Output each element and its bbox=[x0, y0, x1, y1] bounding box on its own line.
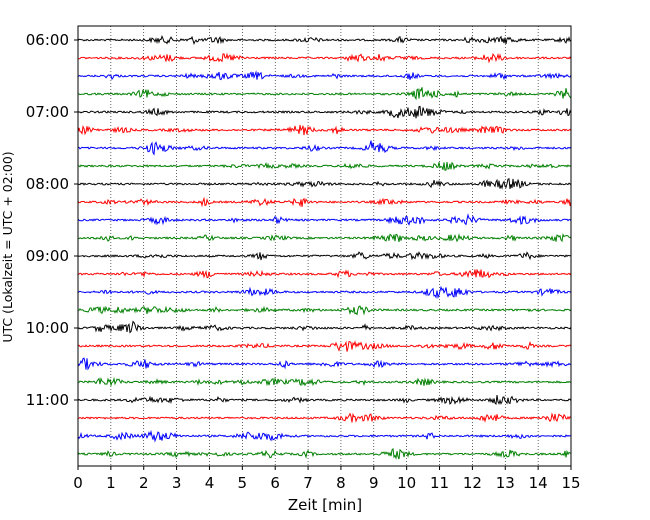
x-tick-label: 0 bbox=[73, 474, 83, 492]
seismic-trace bbox=[77, 213, 572, 226]
seismic-trace bbox=[77, 340, 572, 352]
seismic-trace bbox=[77, 251, 572, 261]
y-tick-label: 11:00 bbox=[26, 391, 69, 409]
x-tick-label: 13 bbox=[496, 474, 515, 492]
x-tick-label: 4 bbox=[205, 474, 215, 492]
seismic-trace bbox=[77, 376, 572, 387]
x-axis-ticks: 0 1 2 3 4 5 6 7 8 9 10 11 12 13 14 15 bbox=[73, 466, 581, 492]
seismic-trace bbox=[77, 320, 572, 334]
x-tick-label: 7 bbox=[303, 474, 313, 492]
x-tick-label: 12 bbox=[463, 474, 482, 492]
y-tick-label: 08:00 bbox=[26, 175, 69, 193]
seismic-trace bbox=[77, 35, 572, 45]
seismic-trace bbox=[77, 269, 572, 279]
seismic-trace bbox=[77, 447, 572, 460]
seismic-trace bbox=[77, 140, 572, 156]
x-tick-label: 5 bbox=[238, 474, 248, 492]
x-tick-label: 11 bbox=[430, 474, 449, 492]
seismic-trace bbox=[77, 285, 572, 300]
x-tick-label: 3 bbox=[172, 474, 182, 492]
x-tick-label: 10 bbox=[397, 474, 416, 492]
x-tick-label: 2 bbox=[139, 474, 149, 492]
seismic-trace bbox=[77, 105, 572, 119]
seismic-trace bbox=[77, 52, 572, 64]
y-tick-label: 07:00 bbox=[26, 103, 69, 121]
seismic-trace bbox=[77, 178, 572, 190]
seismic-trace bbox=[77, 233, 572, 243]
seismic-trace bbox=[77, 196, 572, 208]
x-tick-label: 8 bbox=[336, 474, 346, 492]
seismic-trace bbox=[77, 87, 572, 101]
x-tick-label: 9 bbox=[369, 474, 379, 492]
seismic-trace bbox=[77, 429, 572, 443]
seismic-trace bbox=[77, 124, 572, 136]
plot-area bbox=[78, 26, 571, 466]
y-axis-label: UTC (Lokalzeit = UTC + 02:00) bbox=[0, 151, 15, 342]
seismic-trace bbox=[77, 412, 572, 423]
y-axis-ticks: 06:00 07:00 08:00 09:00 10:00 11:00 bbox=[26, 31, 78, 409]
seismic-traces bbox=[77, 35, 572, 460]
y-tick-label: 10:00 bbox=[26, 319, 69, 337]
x-tick-label: 14 bbox=[529, 474, 548, 492]
seismic-trace bbox=[77, 357, 572, 371]
y-tick-label: 06:00 bbox=[26, 31, 69, 49]
x-tick-label: 6 bbox=[270, 474, 280, 492]
x-tick-label: 1 bbox=[106, 474, 116, 492]
seismic-trace bbox=[77, 305, 572, 316]
x-tick-label: 15 bbox=[561, 474, 580, 492]
y-tick-label: 09:00 bbox=[26, 247, 69, 265]
seismic-trace bbox=[77, 394, 572, 406]
seismic-trace bbox=[77, 161, 572, 171]
seismic-trace bbox=[77, 70, 572, 81]
plot-frame bbox=[77, 25, 572, 467]
x-axis-label: Zeit [min] bbox=[288, 496, 362, 514]
